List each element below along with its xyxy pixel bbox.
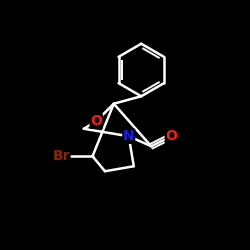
Text: N: N xyxy=(123,129,134,143)
Text: O: O xyxy=(90,114,102,128)
Text: O: O xyxy=(165,129,177,143)
Text: Br: Br xyxy=(52,149,70,163)
